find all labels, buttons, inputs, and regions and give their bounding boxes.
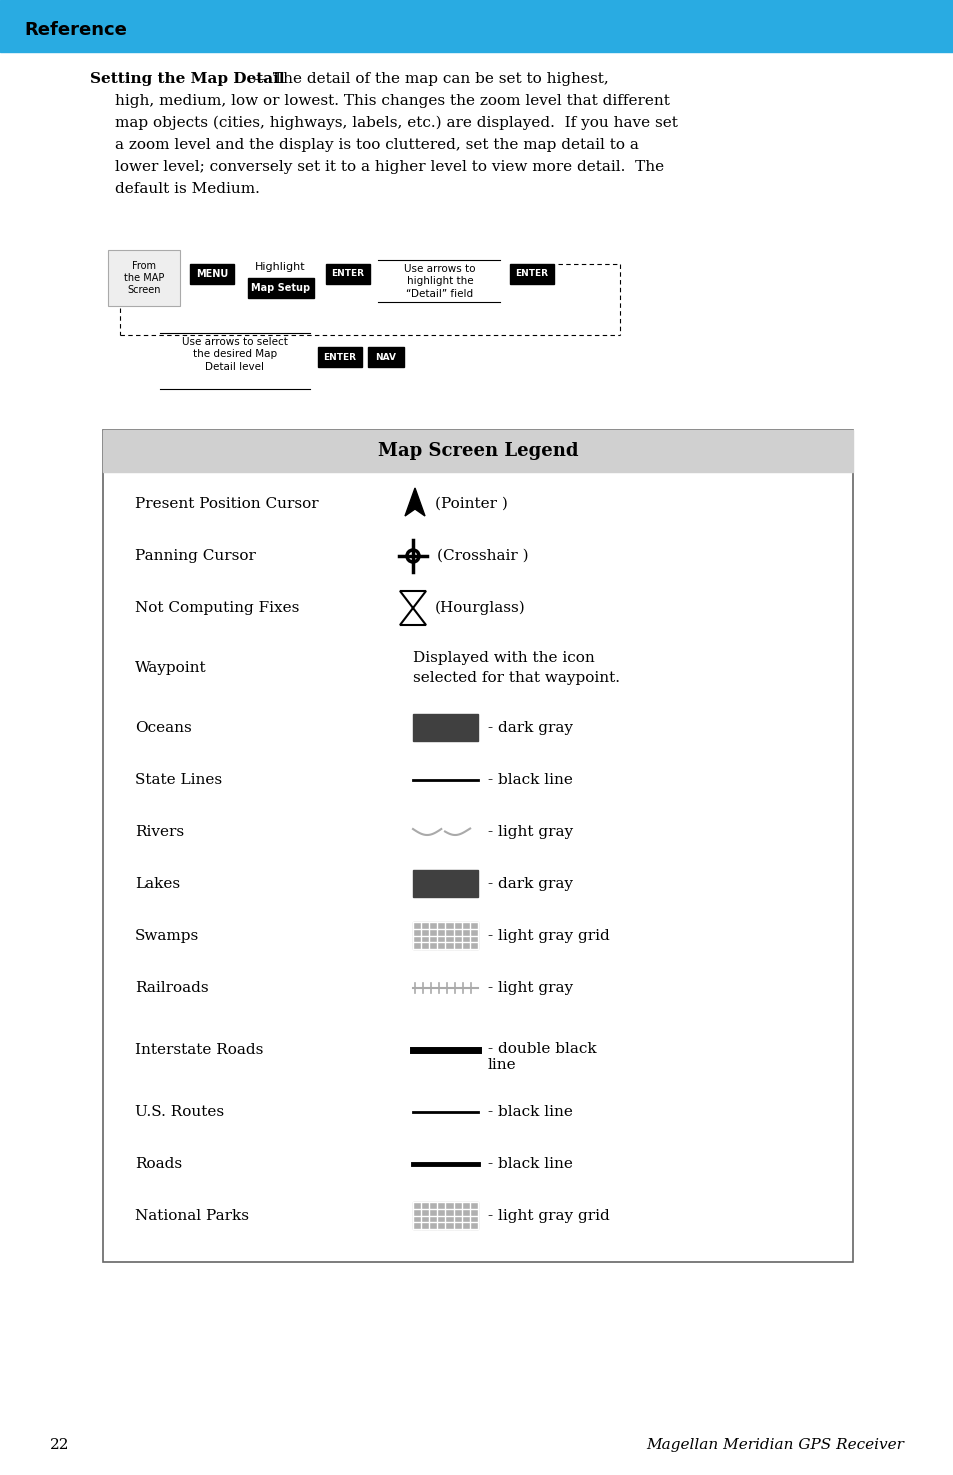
- Bar: [103, 431, 852, 1263]
- Text: lower level; conversely set it to a higher level to view more detail.  The: lower level; conversely set it to a high…: [115, 159, 663, 174]
- Text: Use arrows to
highlight the
“Detail” field: Use arrows to highlight the “Detail” fie…: [404, 264, 476, 299]
- Text: Map Setup: Map Setup: [252, 283, 311, 294]
- Text: Rivers: Rivers: [135, 825, 184, 839]
- Text: (Hourglass): (Hourglass): [435, 600, 525, 615]
- Bar: [108, 249, 180, 305]
- Text: - light gray grid: - light gray grid: [488, 1210, 609, 1223]
- Text: Roads: Roads: [135, 1156, 182, 1171]
- Text: Magellan Meridian GPS Receiver: Magellan Meridian GPS Receiver: [645, 1438, 903, 1451]
- Text: NAV: NAV: [375, 353, 396, 361]
- Text: ENTER: ENTER: [515, 270, 548, 279]
- Text: Not Computing Fixes: Not Computing Fixes: [135, 600, 299, 615]
- Bar: [510, 264, 554, 285]
- Text: (Pointer ): (Pointer ): [435, 497, 507, 510]
- Text: — The detail of the map can be set to highest,: — The detail of the map can be set to hi…: [248, 72, 608, 86]
- Text: high, medium, low or lowest. This changes the zoom level that different: high, medium, low or lowest. This change…: [115, 94, 669, 108]
- Text: (Crosshair ): (Crosshair ): [436, 549, 528, 563]
- Text: - black line: - black line: [488, 1105, 572, 1120]
- Text: From
the MAP
Screen: From the MAP Screen: [124, 261, 164, 295]
- Text: State Lines: State Lines: [135, 773, 222, 788]
- Text: Panning Cursor: Panning Cursor: [135, 549, 255, 563]
- Text: - dark gray: - dark gray: [488, 721, 573, 735]
- Bar: [317, 347, 361, 367]
- Text: - double black: - double black: [488, 1041, 596, 1056]
- Text: Oceans: Oceans: [135, 721, 192, 735]
- Text: Swamps: Swamps: [135, 929, 199, 943]
- Bar: [413, 870, 477, 897]
- Text: Present Position Cursor: Present Position Cursor: [135, 497, 318, 510]
- Text: 22: 22: [50, 1438, 70, 1451]
- Text: line: line: [488, 1058, 517, 1072]
- Bar: [413, 1202, 477, 1229]
- Text: Interstate Roads: Interstate Roads: [135, 1043, 263, 1058]
- Text: - light gray: - light gray: [488, 981, 573, 996]
- Bar: [0, 0, 953, 52]
- Bar: [368, 347, 403, 367]
- Text: - light gray grid: - light gray grid: [488, 929, 609, 943]
- Text: MENU: MENU: [195, 268, 228, 279]
- Polygon shape: [405, 488, 424, 516]
- Text: Setting the Map Detail: Setting the Map Detail: [90, 72, 284, 86]
- Text: Highlight: Highlight: [254, 263, 305, 271]
- Text: Lakes: Lakes: [135, 878, 180, 891]
- Bar: [326, 264, 370, 285]
- Text: a zoom level and the display is too cluttered, set the map detail to a: a zoom level and the display is too clut…: [115, 139, 639, 152]
- Text: Reference: Reference: [24, 21, 127, 38]
- Bar: [248, 277, 314, 298]
- Text: ENTER: ENTER: [323, 353, 356, 361]
- Text: Use arrows to select
the desired Map
Detail level: Use arrows to select the desired Map Det…: [182, 336, 288, 372]
- Text: - black line: - black line: [488, 1156, 572, 1171]
- Bar: [413, 714, 477, 740]
- Text: default is Medium.: default is Medium.: [115, 181, 259, 196]
- Text: Waypoint: Waypoint: [135, 661, 207, 676]
- Text: map objects (cities, highways, labels, etc.) are displayed.  If you have set: map objects (cities, highways, labels, e…: [115, 117, 678, 130]
- Bar: [103, 431, 852, 472]
- Text: National Parks: National Parks: [135, 1210, 249, 1223]
- Text: - dark gray: - dark gray: [488, 878, 573, 891]
- Bar: [190, 264, 233, 285]
- Text: Railroads: Railroads: [135, 981, 209, 996]
- Text: - light gray: - light gray: [488, 825, 573, 839]
- Bar: [413, 922, 477, 948]
- Text: ENTER: ENTER: [331, 270, 364, 279]
- Text: selected for that waypoint.: selected for that waypoint.: [413, 671, 619, 684]
- Text: Map Screen Legend: Map Screen Legend: [377, 442, 578, 460]
- Text: Displayed with the icon: Displayed with the icon: [413, 650, 594, 665]
- Text: U.S. Routes: U.S. Routes: [135, 1105, 224, 1120]
- Text: - black line: - black line: [488, 773, 572, 788]
